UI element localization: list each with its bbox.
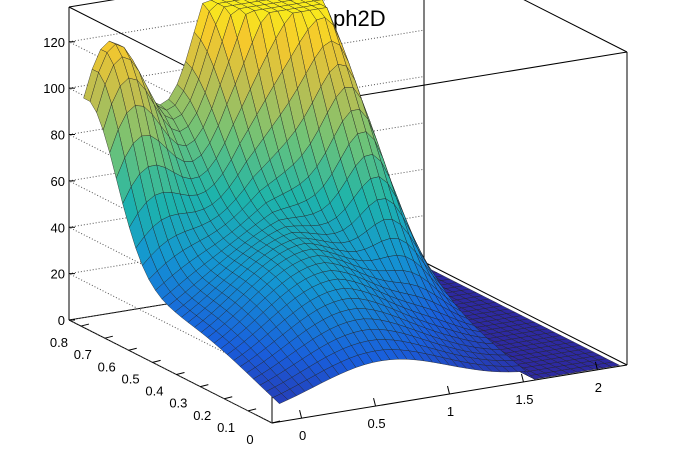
x-tick-mark bbox=[594, 361, 598, 370]
z-grid-line bbox=[68, 134, 273, 238]
z-tick-label: 80 bbox=[51, 128, 65, 143]
y-tick-mark bbox=[247, 408, 257, 412]
z-tick-label: 120 bbox=[43, 35, 65, 50]
y-tick-label: 0.6 bbox=[98, 359, 116, 374]
z-grid-line bbox=[68, 226, 273, 331]
x-tick-label: 1.5 bbox=[515, 392, 533, 407]
x-tick-mark bbox=[373, 397, 377, 407]
y-tick-label: 0.1 bbox=[217, 420, 235, 435]
x-tick-label: 2 bbox=[595, 380, 602, 395]
z-tick-label: 100 bbox=[43, 81, 65, 96]
y-tick-mark bbox=[200, 384, 209, 388]
y-tick-label: 0.5 bbox=[122, 371, 140, 386]
z-tick-label: 20 bbox=[51, 267, 65, 282]
y-tick-label: 0 bbox=[246, 432, 253, 447]
y-tick-mark bbox=[271, 420, 281, 424]
z-tick-label: 60 bbox=[51, 174, 65, 189]
y-tick-mark bbox=[80, 323, 90, 327]
y-tick-mark bbox=[224, 396, 233, 400]
x-tick-mark bbox=[299, 410, 303, 419]
x-tick-mark bbox=[520, 373, 524, 383]
y-tick-mark bbox=[128, 347, 137, 351]
y-tick-mark bbox=[176, 372, 185, 376]
y-tick-label: 0.2 bbox=[193, 408, 211, 423]
x-tick-mark bbox=[447, 385, 450, 395]
z-grid-line bbox=[68, 180, 273, 285]
z-tick-label: 40 bbox=[51, 220, 65, 235]
y-tick-label: 0.3 bbox=[169, 396, 187, 411]
x-tick-label: 0 bbox=[299, 428, 306, 443]
x-tick-label: 1 bbox=[447, 404, 454, 419]
surface-cell bbox=[272, 393, 289, 404]
y-tick-label: 0.7 bbox=[74, 347, 92, 362]
y-tick-label: 0.4 bbox=[145, 384, 163, 399]
y-tick-mark bbox=[104, 335, 113, 339]
axis-ticks: 02040608010012000.511.5200.10.20.30.40.5… bbox=[43, 35, 602, 447]
y-tick-mark bbox=[152, 359, 161, 363]
surface-mesh bbox=[83, 0, 621, 404]
floor-edge bbox=[423, 261, 628, 366]
y-tick-label: 0.8 bbox=[50, 335, 68, 350]
top-edge bbox=[523, 0, 628, 53]
z-grid-line bbox=[68, 319, 273, 424]
z-grid-line bbox=[68, 273, 273, 378]
x-tick-label: 0.5 bbox=[368, 416, 386, 431]
z-tick-label: 0 bbox=[58, 313, 65, 328]
